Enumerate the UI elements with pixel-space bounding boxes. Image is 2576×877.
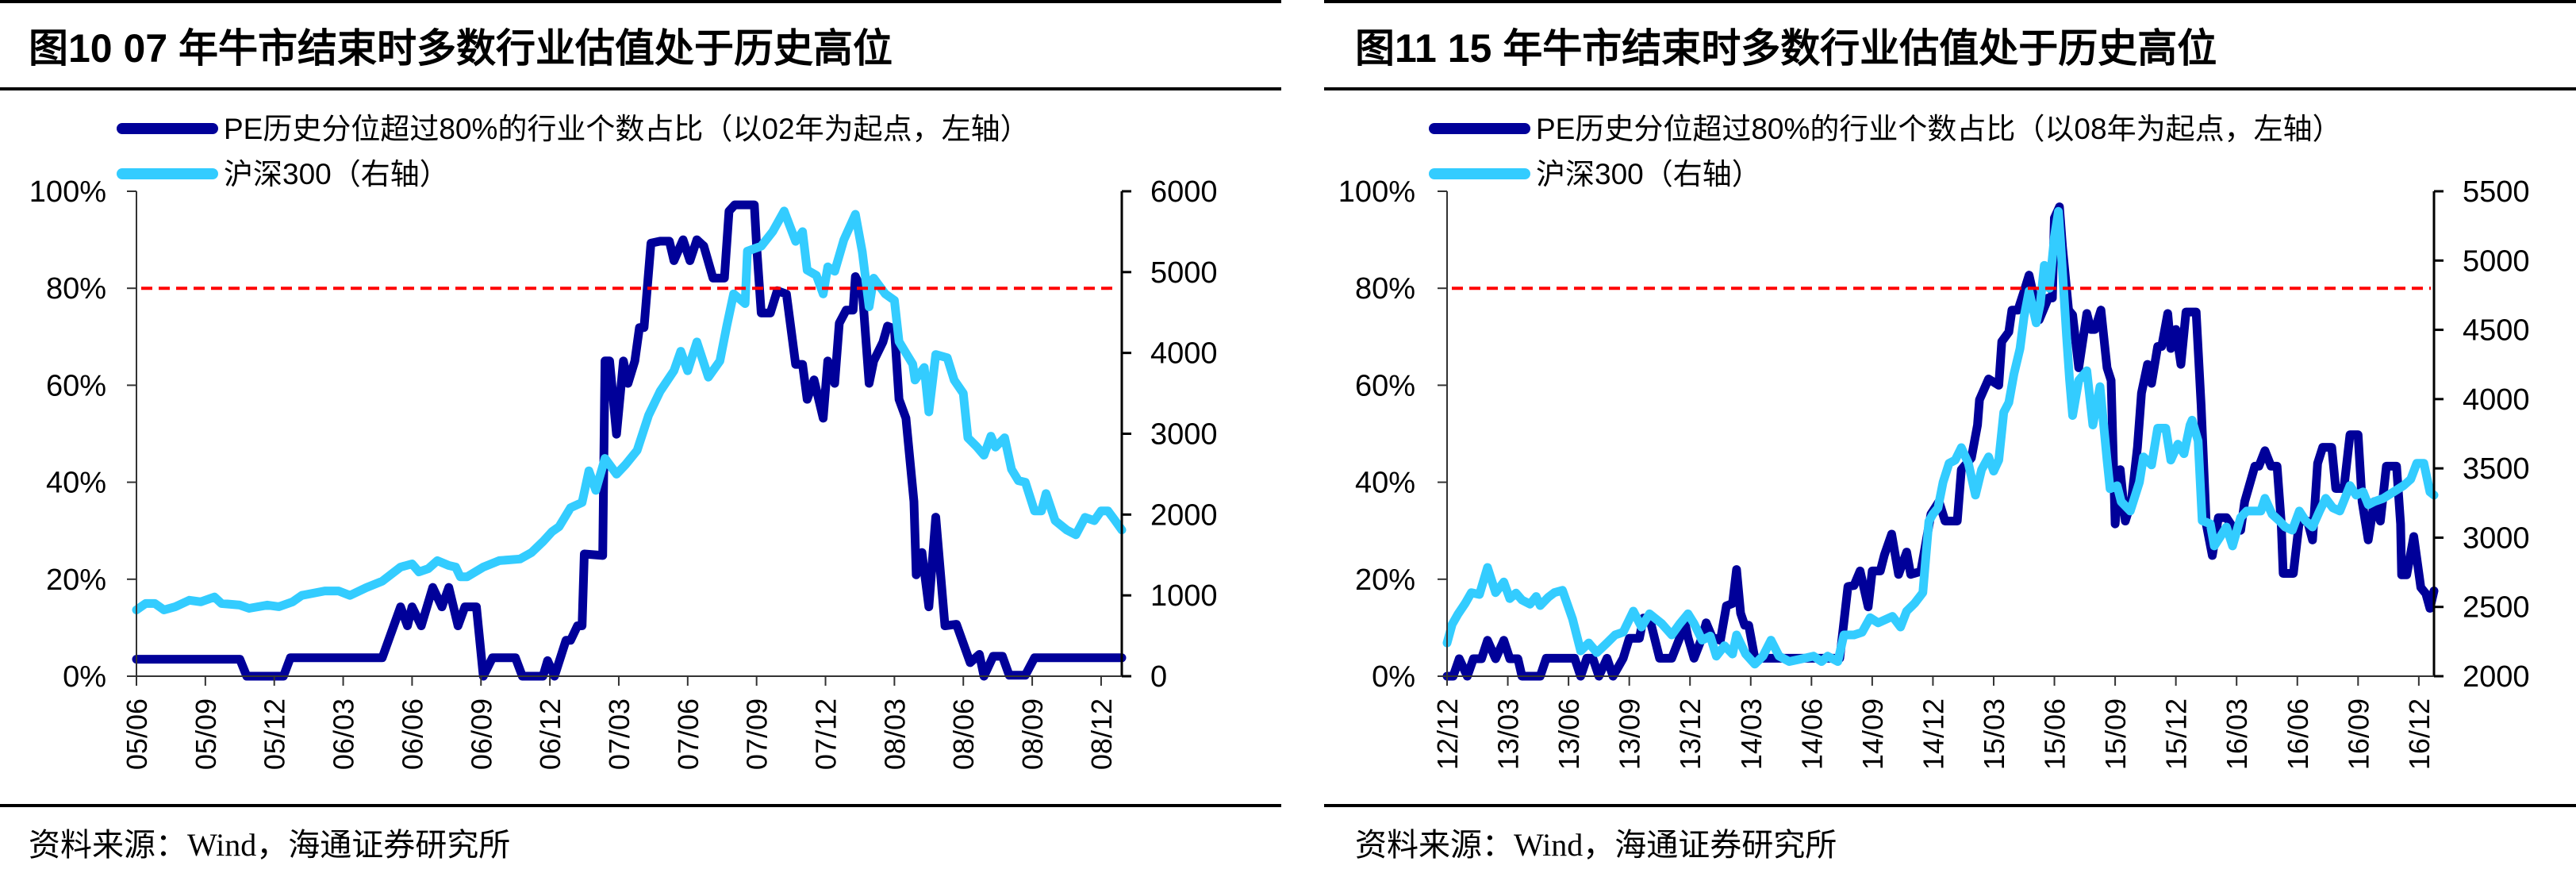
right-axis-tick-label: 2000	[2463, 660, 2530, 694]
left-axis-tick-label: 0%	[1372, 660, 1415, 694]
right-axis-tick-label: 4000	[1150, 337, 1218, 371]
series-line-hs300	[1442, 206, 2439, 669]
panel-1-source-note: 资料来源：Wind，海通证券研究所	[29, 827, 510, 863]
panel-1-title: 图10 07 年牛市结束时多数行业估值处于历史高位	[29, 26, 893, 71]
series-line-pe-percentile	[132, 200, 1127, 681]
x-axis-tick-label: 06/09	[465, 698, 497, 770]
right-axis-tick-label: 2000	[1150, 498, 1218, 532]
right-axis-tick-label: 5000	[2463, 244, 2530, 278]
left-axis-tick-label: 60%	[46, 369, 106, 402]
x-axis-tick-label: 15/06	[2039, 698, 2071, 770]
panel-1-top-rule	[0, 0, 1281, 3]
chart-panel-2: 图11 15 年牛市结束时多数行业估值处于历史高位 PE历史分位超过80%的行业…	[1324, 0, 2576, 863]
x-axis-tick-label: 14/09	[1856, 698, 1889, 770]
legend-label-pe: PE历史分位超过80%的行业个数占比（以08年为起点，左轴）	[1536, 113, 2342, 145]
x-axis-tick-label: 08/03	[878, 698, 911, 770]
right-axis-tick-label: 3000	[2463, 521, 2530, 555]
right-axis-tick-label: 4500	[2463, 314, 2530, 348]
x-axis-tick-label: 15/09	[2099, 698, 2132, 770]
legend-label-hs300: 沪深300（右轴）	[224, 158, 449, 190]
right-axis-tick-label: 3000	[1150, 418, 1218, 452]
x-axis-tick-label: 05/06	[121, 698, 153, 770]
x-axis-tick-label: 16/09	[2342, 698, 2374, 770]
right-axis-tick-label: 0	[1150, 660, 1167, 694]
left-axis-tick-label: 20%	[1355, 564, 1415, 597]
right-axis-tick-label: 6000	[1150, 175, 1218, 209]
x-axis-tick-label: 16/03	[2221, 698, 2253, 770]
x-axis-tick-label: 15/03	[1978, 698, 2010, 770]
x-axis-tick-label: 13/09	[1614, 698, 1646, 770]
x-axis-tick-label: 07/03	[603, 698, 635, 770]
right-axis-tick-label: 2500	[2463, 591, 2530, 625]
x-axis-tick-label: 07/12	[810, 698, 843, 770]
left-axis-tick-label: 40%	[46, 467, 106, 500]
x-axis-tick-label: 13/03	[1492, 698, 1525, 770]
legend-label-pe: PE历史分位超过80%的行业个数占比（以02年为起点，左轴）	[224, 113, 1030, 145]
x-axis-tick-label: 13/06	[1553, 698, 1585, 770]
panel-1-legend: PE历史分位超过80%的行业个数占比（以02年为起点，左轴） 沪深300（右轴）	[117, 113, 1030, 190]
left-axis-tick-label: 60%	[1355, 369, 1415, 402]
x-axis-tick-label: 08/06	[947, 698, 980, 770]
x-axis-tick-label: 07/06	[672, 698, 704, 770]
left-axis-tick-label: 100%	[1338, 175, 1415, 209]
series-group	[1442, 202, 2439, 681]
x-axis-tick-label: 05/12	[259, 698, 291, 770]
left-axis-tick-label: 100%	[29, 175, 106, 209]
x-axis-tick-label: 06/12	[534, 698, 566, 770]
series-line-hs300	[132, 206, 1127, 614]
right-axis-tick-label: 1000	[1150, 579, 1218, 613]
right-axis-tick-label: 5500	[2463, 175, 2530, 209]
left-axis-tick-label: 80%	[1355, 272, 1415, 306]
panel-2-legend: PE历史分位超过80%的行业个数占比（以08年为起点，左轴） 沪深300（右轴）	[1429, 113, 2342, 190]
panel-1-footer-rule	[0, 804, 1281, 807]
panel-1-plot: 0% 20% 40% 60% 80% 100% 0 1000 2000 3000 4000 5000 6…	[29, 175, 1218, 770]
panel-2-plot: 0% 20% 40% 60% 80% 100% 2000 2500 3000 3500 4000 45…	[1338, 175, 2530, 770]
panel-2-title-rule	[1324, 87, 2576, 90]
left-axis-tick-label: 40%	[1355, 467, 1415, 500]
left-axis-tick-label: 80%	[46, 272, 106, 306]
x-axis-tick-label: 14/12	[1917, 698, 1949, 770]
panel-2-top-rule	[1324, 0, 2576, 3]
x-axis-tick-label: 05/09	[190, 698, 222, 770]
panel-1-title-rule	[0, 87, 1281, 90]
panel-2-title: 图11 15 年牛市结束时多数行业估值处于历史高位	[1355, 26, 2217, 71]
x-axis-tick-label: 14/03	[1735, 698, 1768, 770]
right-axis-tick-label: 3500	[2463, 452, 2530, 486]
chart-panel-1: 图10 07 年牛市结束时多数行业估值处于历史高位 PE历史分位超过80%的行业…	[0, 0, 1281, 863]
left-axis-tick-label: 20%	[46, 564, 106, 597]
x-axis-tick-label: 16/12	[2403, 698, 2436, 770]
x-axis-tick-label: 15/12	[2160, 698, 2193, 770]
x-axis-tick-label: 08/09	[1016, 698, 1049, 770]
right-axis-tick-label: 5000	[1150, 256, 1218, 290]
series-group	[132, 200, 1127, 681]
x-axis-tick-label: 16/06	[2282, 698, 2314, 770]
panel-2-footer-rule	[1324, 804, 2576, 807]
x-axis-tick-label: 12/12	[1431, 698, 1464, 770]
right-axis-tick-label: 4000	[2463, 383, 2530, 417]
x-axis-tick-label: 08/12	[1085, 698, 1118, 770]
x-axis-tick-label: 07/09	[741, 698, 774, 770]
x-axis-tick-label: 13/12	[1674, 698, 1706, 770]
left-axis-tick-label: 0%	[63, 660, 106, 694]
x-axis-tick-label: 06/03	[328, 698, 360, 770]
x-axis-tick-label: 14/06	[1795, 698, 1828, 770]
x-axis-tick-label: 06/06	[396, 698, 428, 770]
legend-label-hs300: 沪深300（右轴）	[1536, 158, 1761, 190]
panel-2-source-note: 资料来源：Wind，海通证券研究所	[1355, 827, 1837, 863]
